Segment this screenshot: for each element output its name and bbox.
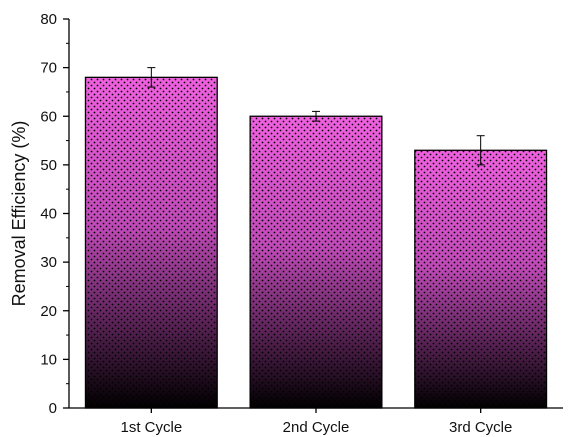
bar-3-pattern: [414, 150, 547, 408]
y-tick-label: 50: [40, 157, 57, 174]
x-tick-label: 3rd Cycle: [449, 419, 512, 436]
bar-2-pattern: [250, 116, 382, 408]
y-tick-label: 10: [40, 351, 57, 368]
x-axis-ticks: 1st Cycle 2nd Cycle 3rd Cycle: [120, 408, 512, 436]
y-tick-label: 80: [40, 11, 57, 28]
y-tick-label: 60: [40, 108, 57, 125]
y-axis-ticks: 0 10 20 30 40 50 60 70 80: [40, 11, 69, 417]
y-tick-label: 20: [40, 303, 57, 320]
y-tick-label: 0: [49, 400, 57, 417]
error-bars-layer: [147, 67, 485, 166]
y-tick-label: 70: [40, 60, 57, 77]
bars-layer: [84, 76, 548, 409]
x-tick-label: 1st Cycle: [120, 419, 182, 436]
y-axis-title: Removal Efficiency (%): [9, 121, 29, 307]
bar-1-pattern: [85, 77, 218, 408]
x-tick-label: 2nd Cycle: [283, 419, 350, 436]
y-tick-label: 30: [40, 254, 57, 271]
y-tick-label: 40: [40, 206, 57, 223]
